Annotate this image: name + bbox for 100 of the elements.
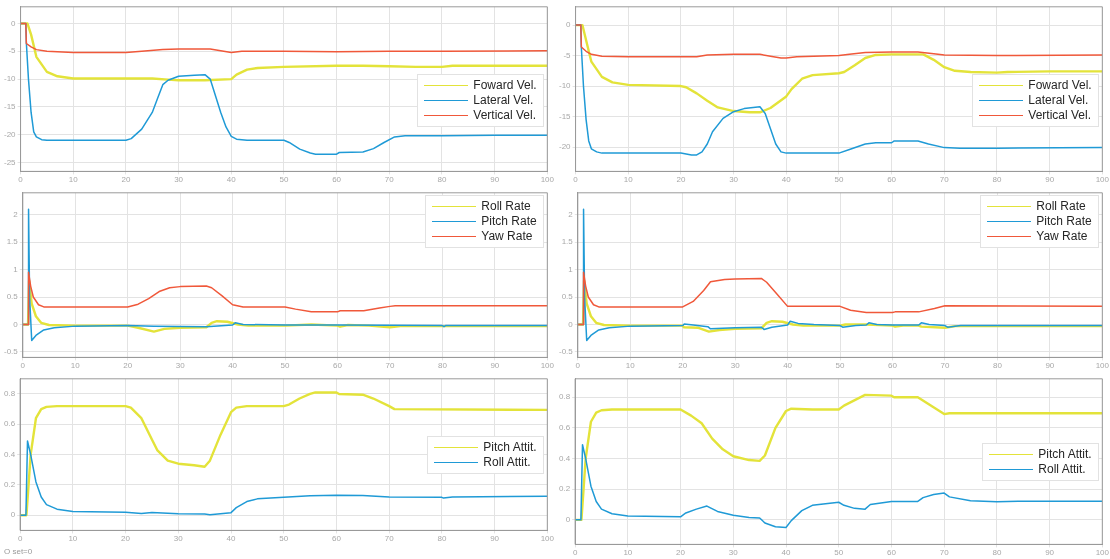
x-tick-label: 70 bbox=[384, 175, 395, 185]
legend-label: Lateral Vel. bbox=[473, 93, 534, 108]
x-tick-label: 70 bbox=[385, 361, 395, 371]
y-tick-label: -15 bbox=[559, 111, 572, 121]
x-tick-label: 80 bbox=[437, 534, 447, 544]
x-tick-label: 30 bbox=[173, 534, 184, 544]
y-tick-label: 1.5 bbox=[6, 237, 19, 247]
text: O set=0 bbox=[4, 547, 33, 556]
x-tick-label: 90 bbox=[1045, 361, 1055, 371]
y-tick-label: 0.8 bbox=[4, 389, 16, 399]
x-tick-label: 10 bbox=[70, 361, 81, 371]
y-tick-label: 2 bbox=[13, 209, 19, 219]
x-tick-label: 90 bbox=[490, 361, 500, 371]
y-tick-label: 0.5 bbox=[6, 292, 19, 302]
x-tick-label: 20 bbox=[123, 361, 133, 371]
y-tick-label: 0.2 bbox=[4, 480, 16, 490]
x-tick-label: 70 bbox=[384, 534, 395, 544]
x-tick-label: 60 bbox=[888, 361, 898, 371]
y-tick-label: 0.2 bbox=[559, 484, 571, 494]
legend-label: Foward Vel. bbox=[1028, 78, 1092, 93]
x-tick-label: 50 bbox=[279, 534, 289, 544]
x-tick-label: 100 bbox=[1095, 361, 1110, 371]
y-tick-label: 0 bbox=[566, 20, 572, 30]
y-tick-label: -25 bbox=[4, 157, 17, 167]
x-tick-label: 100 bbox=[1095, 548, 1110, 558]
x-tick-label: 20 bbox=[676, 175, 686, 185]
x-tick-label: 90 bbox=[1045, 548, 1055, 558]
y-tick-label: 1 bbox=[13, 264, 19, 274]
y-tick-label: -0.5 bbox=[558, 347, 574, 357]
x-tick-label: 20 bbox=[121, 175, 131, 185]
legend-label: Vertical Vel. bbox=[1028, 108, 1092, 123]
y-tick-label: -0.5 bbox=[3, 347, 19, 357]
x-tick-label: 10 bbox=[623, 548, 633, 558]
y-tick-label: 0 bbox=[565, 515, 571, 525]
x-tick-label: 80 bbox=[992, 175, 1002, 185]
x-tick-label: 30 bbox=[729, 175, 739, 185]
x-tick-label: 30 bbox=[730, 361, 741, 371]
x-tick-label: 10 bbox=[68, 534, 78, 544]
x-tick-label: 100 bbox=[540, 534, 555, 544]
x-tick-label: 0 bbox=[575, 361, 581, 371]
x-tick-label: 40 bbox=[781, 175, 792, 185]
legend-label: Pitch Rate bbox=[481, 214, 537, 229]
legend-label: Roll Attit. bbox=[1038, 462, 1086, 477]
legend-label: Pitch Attit. bbox=[483, 440, 537, 455]
x-tick-label: 90 bbox=[490, 175, 500, 185]
legend-label: Pitch Attit. bbox=[1038, 447, 1092, 462]
x-tick-label: 80 bbox=[437, 175, 447, 185]
legend-label: Lateral Vel. bbox=[1028, 93, 1089, 108]
x-tick-label: 70 bbox=[939, 175, 950, 185]
x-tick-label: 100 bbox=[1095, 175, 1110, 185]
y-tick-label: -20 bbox=[4, 129, 17, 139]
x-tick-label: 100 bbox=[540, 361, 555, 371]
y-tick-label: -10 bbox=[4, 74, 17, 84]
y-tick-label: 1.5 bbox=[561, 237, 574, 247]
x-tick-label: 30 bbox=[175, 361, 186, 371]
x-tick-label: 100 bbox=[540, 175, 555, 185]
x-tick-label: 70 bbox=[940, 361, 950, 371]
x-tick-label: 20 bbox=[121, 534, 131, 544]
x-tick-label: 60 bbox=[332, 175, 342, 185]
y-tick-label: 0.4 bbox=[559, 453, 571, 463]
x-tick-label: 70 bbox=[939, 548, 950, 558]
y-tick-label: -15 bbox=[4, 102, 17, 112]
x-tick-label: 40 bbox=[226, 175, 237, 185]
y-tick-label: -5 bbox=[563, 50, 572, 60]
x-tick-label: 60 bbox=[886, 548, 897, 558]
x-tick-label: 50 bbox=[835, 361, 846, 371]
x-tick-label: 80 bbox=[992, 548, 1002, 558]
y-tick-label: 2 bbox=[568, 209, 574, 219]
x-tick-label: 50 bbox=[834, 548, 844, 558]
legend-label: Roll Rate bbox=[1036, 199, 1086, 214]
x-tick-label: 60 bbox=[887, 175, 897, 185]
x-tick-label: 20 bbox=[678, 361, 688, 371]
legend-label: Yaw Rate bbox=[1036, 229, 1088, 244]
x-tick-label: 40 bbox=[783, 361, 793, 371]
x-tick-label: 30 bbox=[728, 548, 739, 558]
legend-label: Roll Rate bbox=[481, 199, 531, 214]
x-tick-label: 10 bbox=[68, 175, 79, 185]
x-tick-label: 30 bbox=[174, 175, 184, 185]
x-tick-label: 20 bbox=[676, 548, 686, 558]
y-tick-label: -5 bbox=[8, 46, 17, 56]
y-tick-label: -20 bbox=[559, 142, 572, 152]
x-tick-label: 60 bbox=[333, 361, 343, 371]
legend-label: Yaw Rate bbox=[481, 229, 533, 244]
legend-label: Foward Vel. bbox=[473, 78, 537, 93]
x-tick-label: 10 bbox=[623, 175, 634, 185]
x-tick-label: 90 bbox=[490, 534, 500, 544]
x-tick-label: 10 bbox=[625, 361, 636, 371]
x-tick-label: 50 bbox=[280, 361, 291, 371]
x-tick-label: 40 bbox=[226, 534, 236, 544]
y-tick-label: 1 bbox=[568, 264, 574, 274]
x-tick-label: 90 bbox=[1045, 175, 1055, 185]
legend-label: Vertical Vel. bbox=[473, 108, 537, 123]
x-tick-label: 50 bbox=[279, 175, 289, 185]
x-tick-label: 40 bbox=[781, 548, 791, 558]
y-tick-label: -10 bbox=[559, 81, 572, 91]
x-tick-label: 40 bbox=[228, 361, 238, 371]
x-tick-label: 80 bbox=[992, 361, 1003, 371]
y-tick-label: 0.4 bbox=[4, 449, 16, 459]
x-tick-label: 0 bbox=[20, 361, 26, 371]
x-tick-label: 60 bbox=[331, 534, 342, 544]
